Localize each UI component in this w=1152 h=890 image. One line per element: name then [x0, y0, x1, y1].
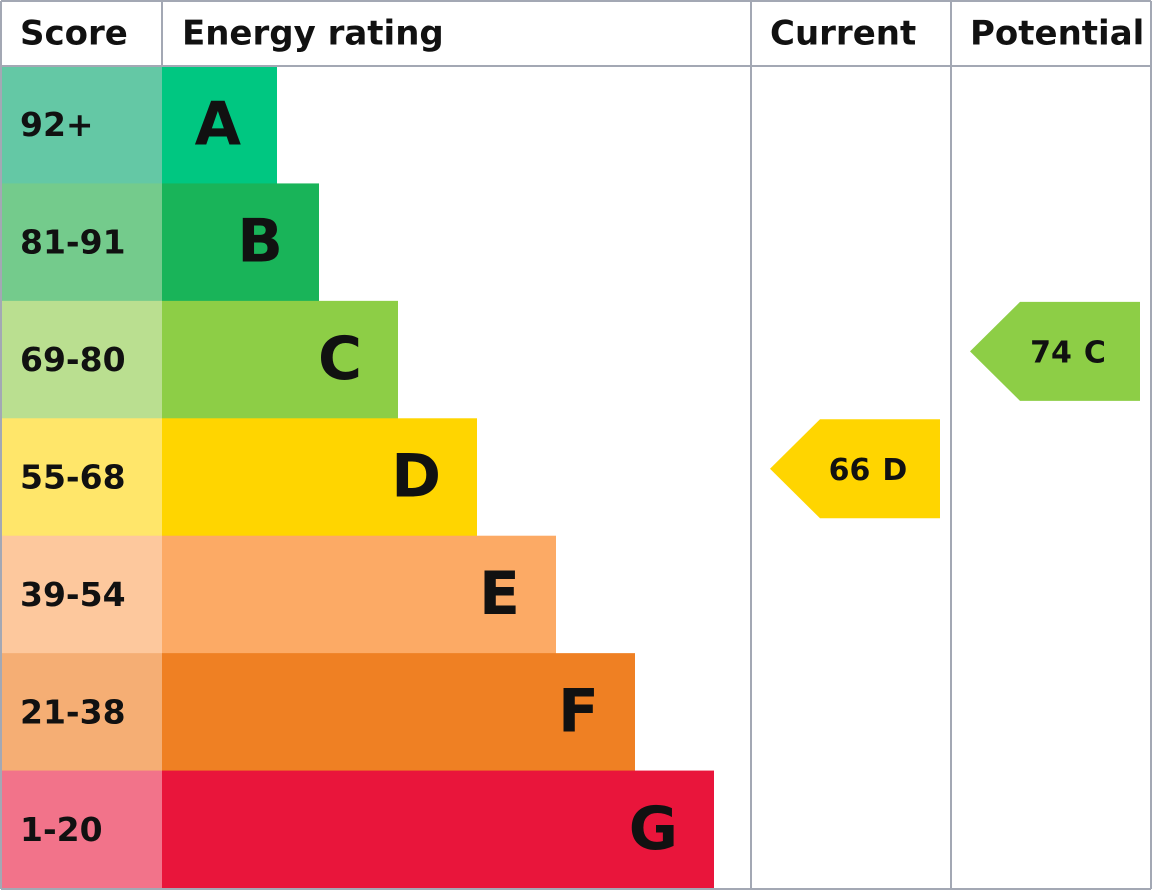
score-cell — [0, 770, 162, 889]
rating-letter: B — [237, 207, 283, 277]
rating-letter: F — [558, 676, 599, 746]
score-range: 55-68 — [20, 458, 126, 497]
score-cell — [0, 183, 162, 302]
rating-letter: D — [391, 442, 441, 512]
potential-arrow — [970, 301, 1140, 401]
rating-bar — [162, 66, 277, 184]
rating-letter: G — [629, 794, 678, 864]
rating-bar — [162, 183, 319, 302]
rating-bar — [162, 653, 635, 772]
score-cell — [0, 418, 162, 537]
header-score: Score — [20, 14, 128, 54]
header-current: Current — [770, 14, 916, 54]
score-range: 39-54 — [20, 575, 126, 614]
potential-rating: C — [1084, 335, 1106, 370]
score-range: 21-38 — [20, 692, 126, 731]
rating-bar — [162, 300, 398, 419]
score-range: 69-80 — [20, 340, 126, 379]
rating-bar — [162, 535, 556, 654]
score-cell — [0, 300, 162, 419]
score-range: 81-91 — [20, 223, 126, 262]
score-range: 92+ — [20, 105, 94, 144]
current-arrow — [770, 419, 940, 519]
score-range: 1-20 — [20, 810, 103, 849]
score-cell — [0, 653, 162, 772]
current-label: 66 D — [829, 452, 908, 487]
header-rating: Energy rating — [182, 14, 444, 54]
rating-letter: A — [195, 89, 242, 159]
current-rating: D — [882, 452, 907, 487]
potential-label: 74 C — [1030, 335, 1106, 370]
score-cell — [0, 535, 162, 654]
rating-letter: E — [479, 559, 520, 629]
potential-score: 74 — [1030, 335, 1072, 370]
rating-bar — [162, 418, 477, 537]
rating-letter: C — [318, 324, 362, 394]
header-potential: Potential — [970, 14, 1144, 54]
score-cell — [0, 66, 162, 184]
current-score: 66 — [829, 452, 871, 487]
rating-bar — [162, 770, 714, 889]
